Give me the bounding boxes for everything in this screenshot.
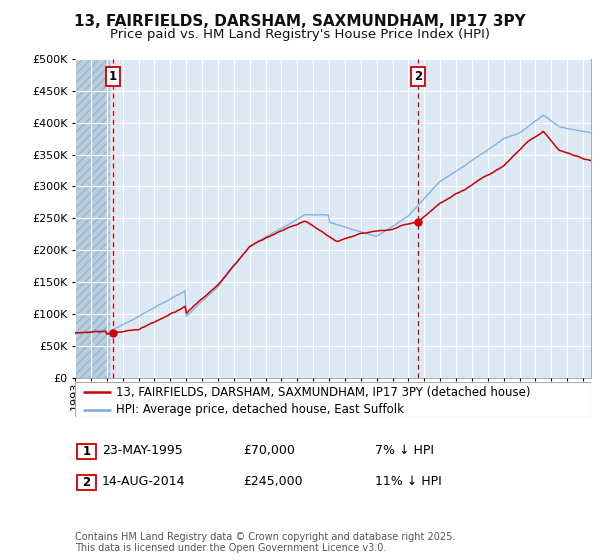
Text: 7% ↓ HPI: 7% ↓ HPI bbox=[375, 444, 434, 458]
Bar bbox=[77, 475, 96, 490]
Text: 13, FAIRFIELDS, DARSHAM, SAXMUNDHAM, IP17 3PY: 13, FAIRFIELDS, DARSHAM, SAXMUNDHAM, IP1… bbox=[74, 14, 526, 29]
Text: 13, FAIRFIELDS, DARSHAM, SAXMUNDHAM, IP17 3PY (detached house): 13, FAIRFIELDS, DARSHAM, SAXMUNDHAM, IP1… bbox=[116, 386, 531, 399]
Text: HPI: Average price, detached house, East Suffolk: HPI: Average price, detached house, East… bbox=[116, 403, 404, 416]
Text: Contains HM Land Registry data © Crown copyright and database right 2025.
This d: Contains HM Land Registry data © Crown c… bbox=[75, 531, 455, 553]
Text: 11% ↓ HPI: 11% ↓ HPI bbox=[375, 475, 442, 488]
Text: £70,000: £70,000 bbox=[243, 444, 295, 458]
Bar bbox=[77, 445, 96, 459]
Bar bbox=[75, 59, 110, 378]
Text: 1: 1 bbox=[82, 445, 91, 459]
Text: £245,000: £245,000 bbox=[243, 475, 302, 488]
Text: 23-MAY-1995: 23-MAY-1995 bbox=[102, 444, 183, 458]
Text: Price paid vs. HM Land Registry's House Price Index (HPI): Price paid vs. HM Land Registry's House … bbox=[110, 28, 490, 41]
Text: 2: 2 bbox=[414, 70, 422, 83]
Bar bbox=[75, 59, 110, 378]
Text: 1: 1 bbox=[109, 70, 117, 83]
Text: 2: 2 bbox=[82, 476, 91, 489]
Text: 14-AUG-2014: 14-AUG-2014 bbox=[102, 475, 185, 488]
